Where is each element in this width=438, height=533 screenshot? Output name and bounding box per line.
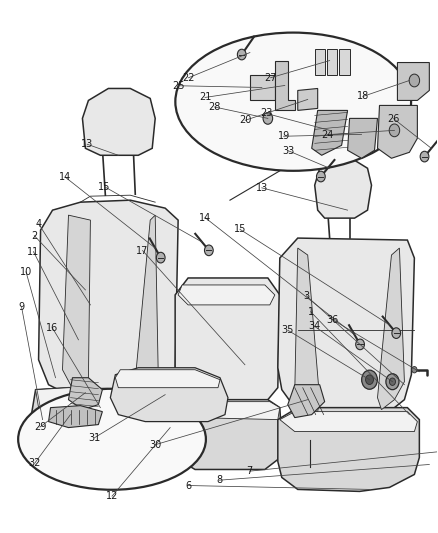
Polygon shape (178, 402, 280, 419)
Text: 14: 14 (59, 172, 71, 182)
Ellipse shape (18, 389, 206, 490)
Polygon shape (115, 370, 220, 387)
Polygon shape (312, 110, 348, 155)
Text: 8: 8 (216, 475, 222, 485)
Polygon shape (250, 76, 275, 100)
Circle shape (205, 245, 213, 256)
Text: 20: 20 (239, 115, 251, 125)
Text: 26: 26 (388, 114, 400, 124)
Polygon shape (63, 215, 90, 390)
Text: 11: 11 (27, 247, 39, 256)
Text: 15: 15 (234, 224, 246, 235)
Text: 21: 21 (199, 92, 211, 102)
Text: 22: 22 (182, 73, 194, 83)
Circle shape (366, 375, 374, 384)
Text: 23: 23 (260, 108, 272, 118)
Circle shape (263, 112, 272, 124)
Text: 25: 25 (173, 81, 185, 91)
Text: 13: 13 (81, 139, 93, 149)
Text: 3: 3 (303, 290, 309, 301)
Text: 1: 1 (307, 306, 314, 317)
Text: 6: 6 (185, 481, 191, 490)
Text: 31: 31 (88, 433, 101, 443)
Polygon shape (278, 238, 414, 422)
Circle shape (389, 378, 396, 385)
Text: 30: 30 (149, 440, 162, 450)
Polygon shape (178, 285, 275, 305)
Text: 33: 33 (282, 146, 294, 156)
Circle shape (317, 171, 325, 182)
Circle shape (356, 339, 364, 350)
Polygon shape (378, 106, 417, 158)
Text: 2: 2 (31, 231, 37, 241)
Polygon shape (82, 88, 155, 155)
Polygon shape (175, 278, 280, 408)
Text: 35: 35 (282, 325, 294, 335)
Circle shape (392, 328, 401, 338)
FancyBboxPatch shape (314, 49, 325, 76)
Text: 28: 28 (208, 102, 221, 112)
Text: 10: 10 (20, 267, 32, 277)
Text: 17: 17 (136, 246, 149, 255)
Polygon shape (288, 385, 325, 417)
Circle shape (412, 367, 417, 373)
Text: 9: 9 (18, 302, 25, 312)
Circle shape (386, 374, 399, 390)
Polygon shape (298, 88, 318, 110)
Text: 16: 16 (46, 322, 58, 333)
Polygon shape (280, 411, 417, 432)
FancyBboxPatch shape (339, 49, 350, 76)
Ellipse shape (175, 33, 411, 171)
Circle shape (362, 370, 378, 389)
Circle shape (237, 49, 246, 60)
Text: 4: 4 (35, 219, 42, 229)
Text: 18: 18 (357, 91, 369, 101)
Text: 34: 34 (308, 321, 320, 331)
Polygon shape (39, 200, 178, 419)
FancyBboxPatch shape (327, 49, 337, 76)
Polygon shape (49, 406, 102, 427)
Polygon shape (295, 248, 320, 411)
Circle shape (156, 252, 165, 263)
Polygon shape (397, 62, 429, 100)
Text: 32: 32 (28, 458, 41, 468)
Polygon shape (35, 387, 178, 415)
Polygon shape (135, 215, 158, 387)
Text: 19: 19 (278, 131, 290, 141)
Text: 12: 12 (106, 491, 118, 501)
Polygon shape (68, 378, 102, 410)
Text: 36: 36 (326, 314, 339, 325)
Polygon shape (110, 368, 228, 422)
Polygon shape (175, 400, 282, 470)
Polygon shape (278, 408, 419, 491)
Polygon shape (348, 118, 378, 158)
Polygon shape (275, 61, 295, 110)
Polygon shape (31, 387, 178, 459)
Polygon shape (378, 248, 404, 410)
Circle shape (420, 151, 429, 162)
Text: 14: 14 (199, 213, 211, 223)
Text: 7: 7 (247, 466, 253, 476)
Circle shape (389, 124, 400, 137)
Text: 24: 24 (321, 130, 333, 140)
Circle shape (409, 74, 420, 87)
Polygon shape (314, 160, 371, 218)
Text: 29: 29 (34, 422, 46, 432)
Text: 15: 15 (99, 182, 111, 192)
Text: 13: 13 (256, 183, 268, 193)
Text: 27: 27 (264, 73, 277, 83)
